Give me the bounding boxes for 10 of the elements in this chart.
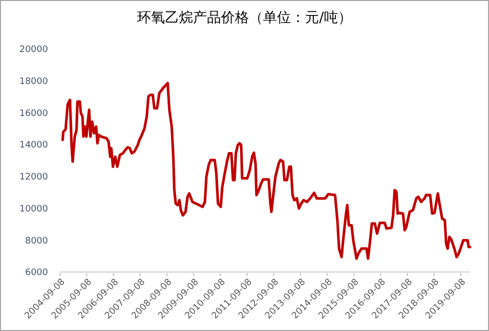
line-series xyxy=(61,82,472,260)
y-tick-label: 16000 xyxy=(19,108,48,119)
y-tick-label: 20000 xyxy=(19,45,48,56)
y-tick-label: 18000 xyxy=(19,77,48,88)
y-tick-label: 6000 xyxy=(25,268,48,278)
y-tick-label: 12000 xyxy=(19,172,48,183)
y-tick-label: 14000 xyxy=(19,140,48,151)
chart-title: 环氧乙烷产品价格（单位：元/吨） xyxy=(137,10,352,26)
y-tick-label: 10000 xyxy=(19,204,48,214)
y-tick-label: 8000 xyxy=(25,236,48,246)
